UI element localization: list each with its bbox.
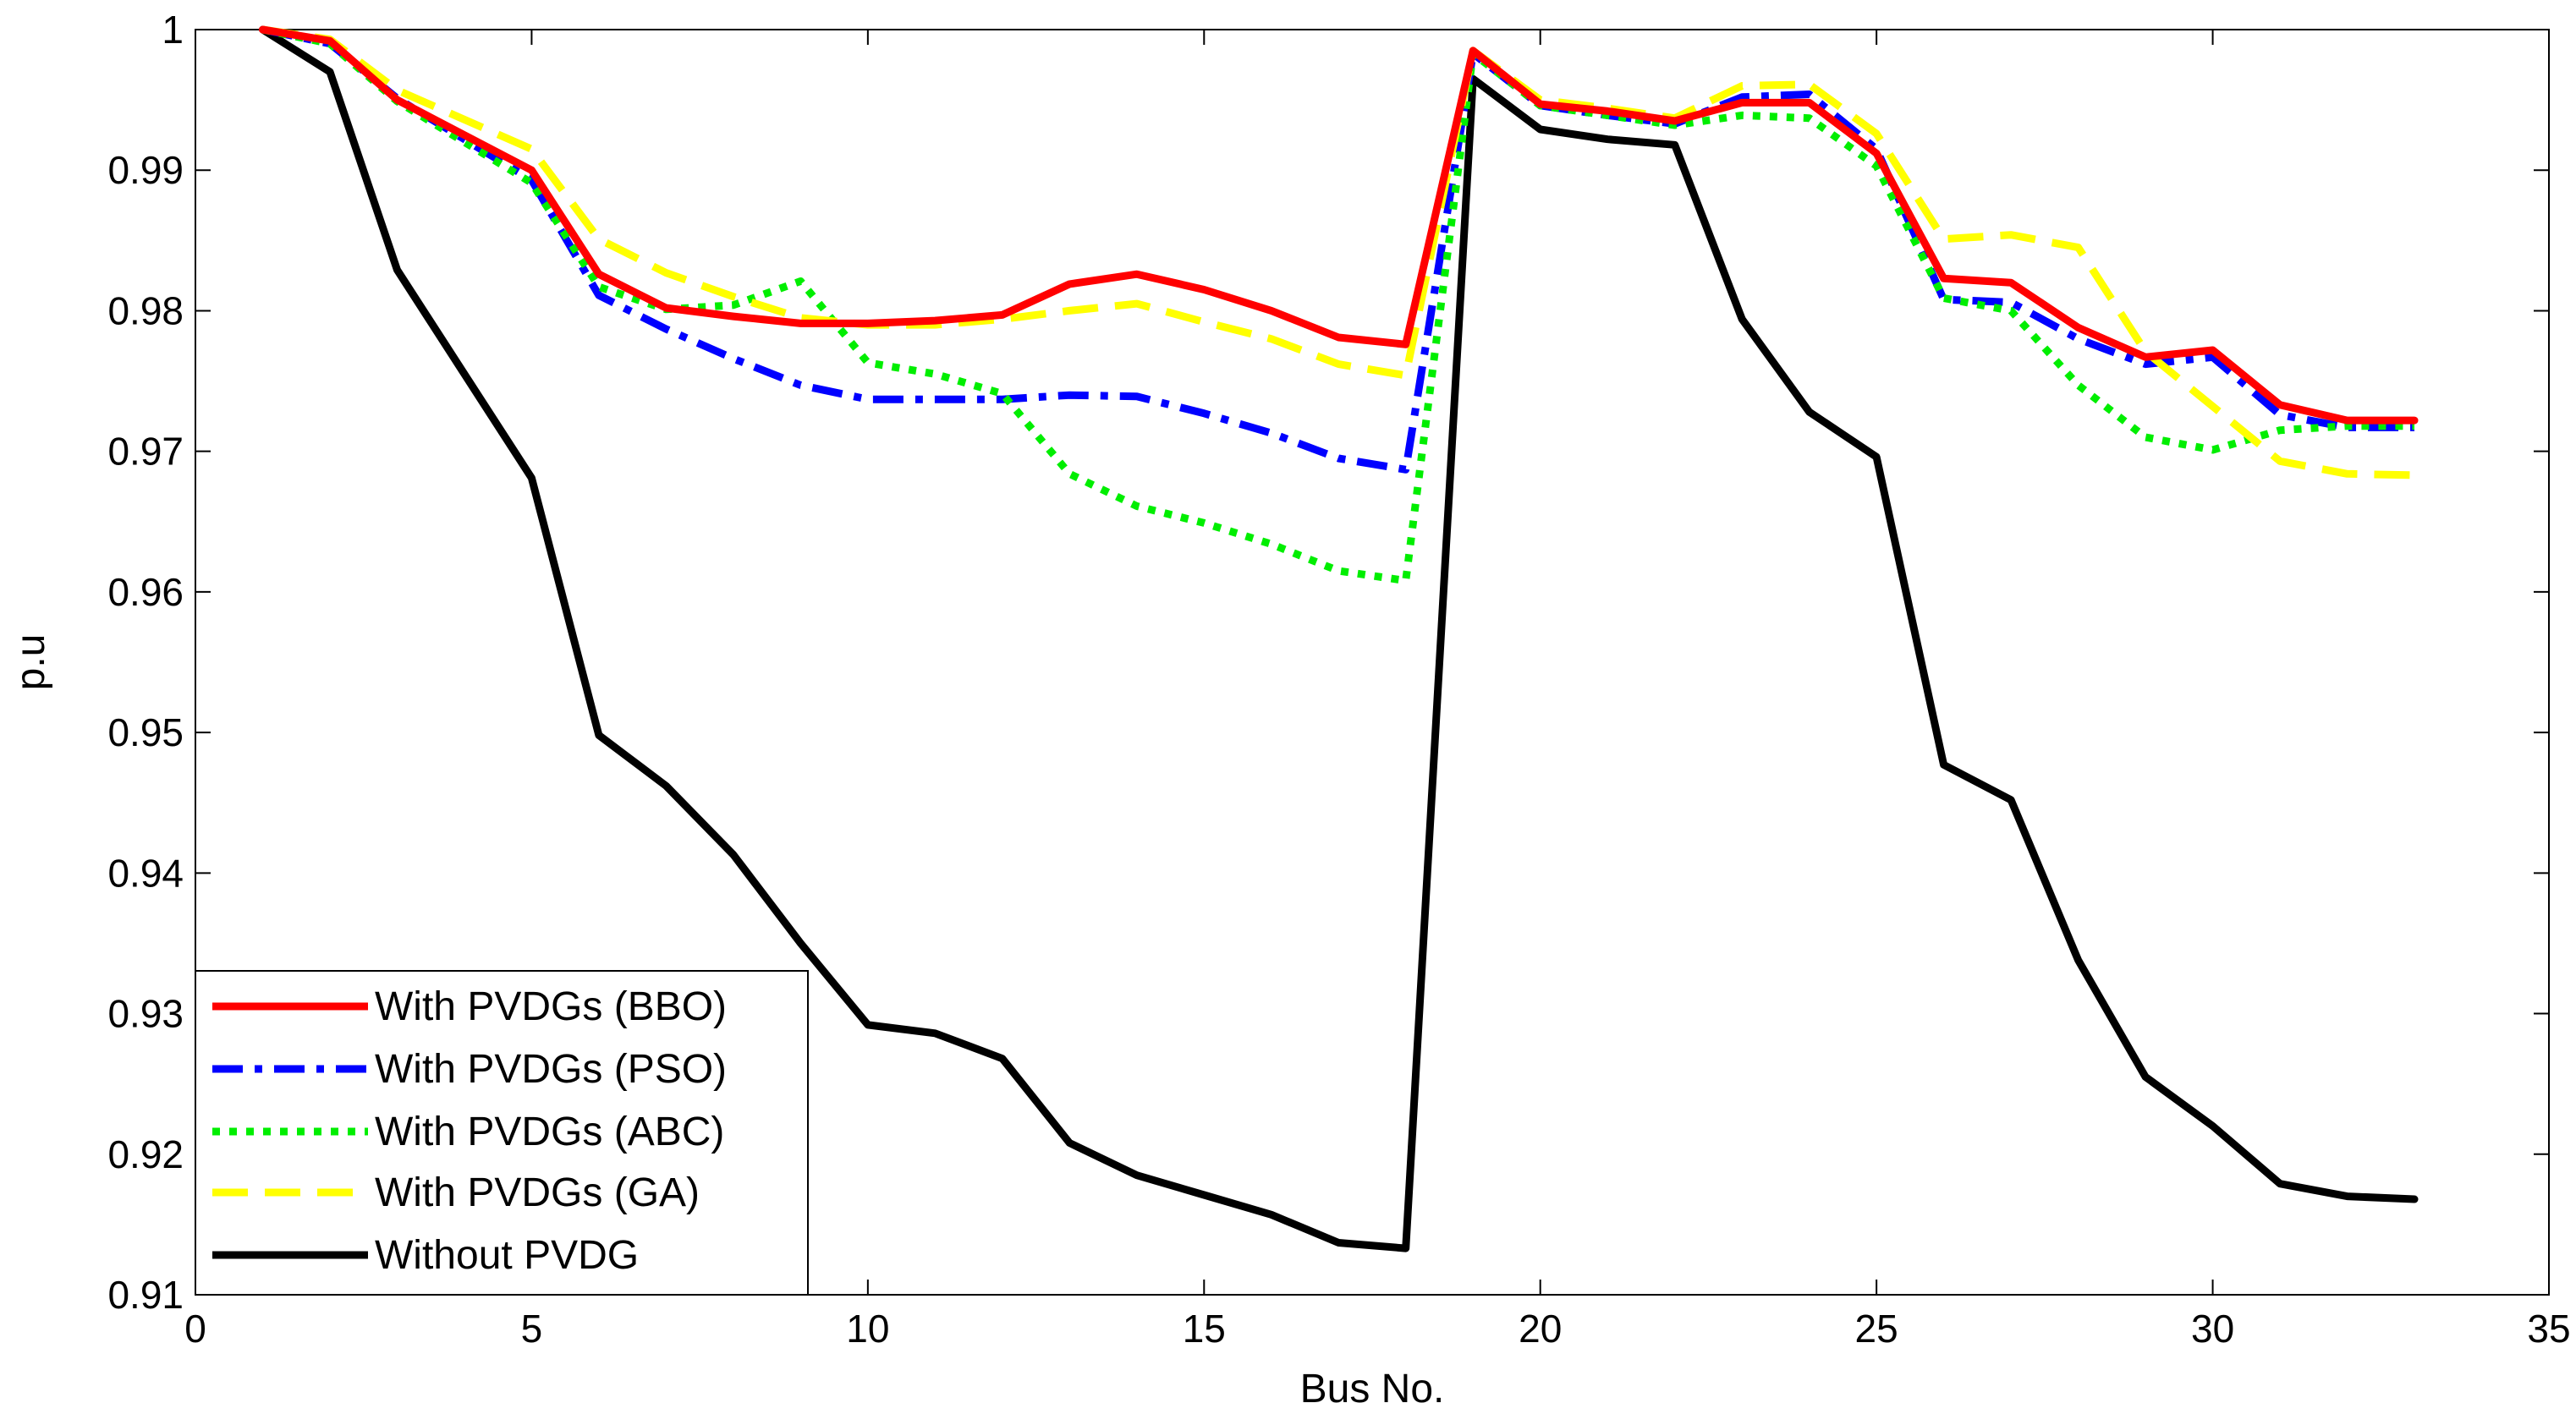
x-tick-label: 35 [2527, 1307, 2570, 1351]
series-line-0 [259, 25, 2419, 425]
legend-label: With PVDGs (BBO) [375, 984, 727, 1029]
series-line-2 [261, 25, 2414, 585]
y-tick-label: 0.96 [107, 570, 184, 614]
x-tick-label: 30 [2191, 1307, 2234, 1351]
y-tick-label: 0.98 [107, 288, 184, 332]
y-tick-label: 0.94 [107, 851, 184, 895]
y-axis-title: p.u [8, 634, 53, 691]
y-tick-label: 0.91 [107, 1273, 184, 1317]
x-tick-label: 25 [1855, 1307, 1898, 1351]
x-tick-label: 5 [521, 1307, 543, 1351]
y-tick-label: 0.97 [107, 430, 184, 474]
y-tick-label: 1 [162, 8, 184, 52]
legend-label: With PVDGs (PSO) [375, 1047, 727, 1092]
x-tick-label: 15 [1183, 1307, 1226, 1351]
series-line-1 [261, 25, 2414, 474]
y-tick-label: 0.99 [107, 148, 184, 192]
legend: With PVDGs (BBO) With PVDGs (PSO) With PVD… [195, 970, 809, 1296]
legend-label: Without PVDG [375, 1233, 639, 1278]
x-axis-title: Bus No. [1300, 1367, 1445, 1411]
y-tick-label: 0.92 [107, 1132, 184, 1176]
series-lines [259, 25, 2419, 1252]
y-tick-label: 0.95 [107, 710, 184, 754]
x-tick-label: 0 [184, 1307, 206, 1351]
series-line-3 [261, 25, 2415, 480]
x-tick-label: 20 [1519, 1307, 1562, 1351]
y-tick-label: 0.93 [107, 992, 184, 1036]
legend-label: With PVDGs (GA) [375, 1170, 700, 1215]
axis-ticks: 0 5 10 15 20 25 30 35 0.91 0.92 0.93 0.94 0.95 0.96 0.… [107, 8, 2570, 1351]
x-tick-label: 10 [846, 1307, 889, 1351]
legend-label: With PVDGs (ABC) [375, 1110, 724, 1154]
series-line-4 [259, 25, 2419, 1252]
